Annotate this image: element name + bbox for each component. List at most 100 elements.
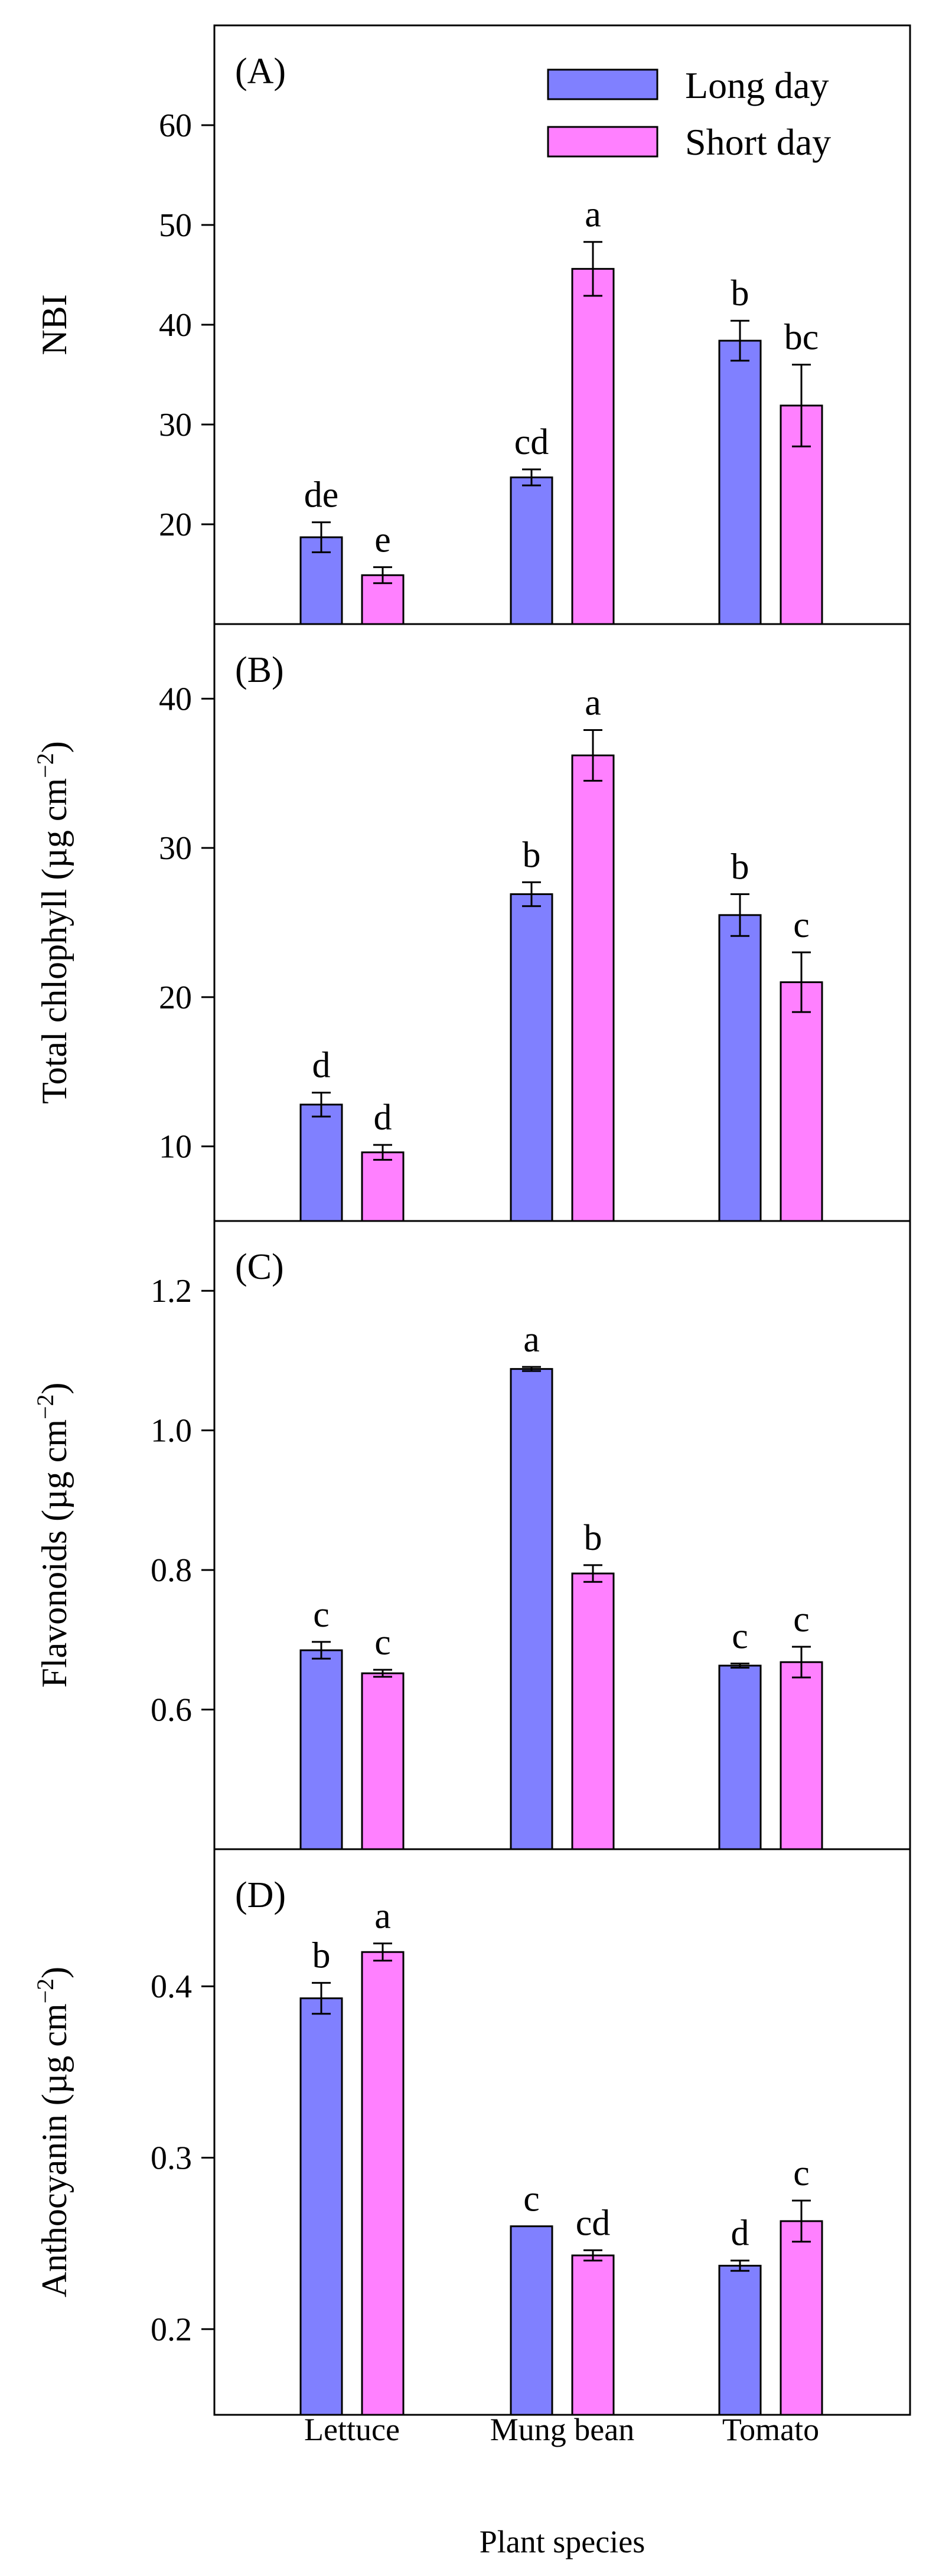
error-bar-long-day-mung-bean [522,1366,541,1372]
significance-letter: c [793,2153,810,2193]
y-tick-label: 20 [159,980,192,1016]
y-axis-title: Anthocyanin (µg cm−2) [32,1967,74,2297]
error-bar-long-day-tomato [731,1663,749,1669]
legend-label-short-day: Short day [685,121,831,163]
error-bar-short-day-tomato [792,2199,811,2243]
error-bar-long-day-tomato [731,2260,749,2272]
error-bar-short-day-tomato [792,364,811,448]
y-tick-label: 40 [159,681,192,717]
error-bar-short-day-mung-bean [583,729,602,782]
category-labels: Lettuce Mung bean Tomato [304,2412,819,2447]
panel-frame [213,1848,911,2416]
significance-letter: b [731,273,749,314]
significance-letter: c [523,2179,540,2219]
chart-panel-2: 10 20 30 40 d b b d a c (B) Total chlophyll (µg cm−… [32,623,911,1222]
category-label-lettuce: Lettuce [304,2412,400,2447]
bar-short-day-tomato [780,981,823,1222]
significance-letter: d [731,2213,749,2254]
bar-long-day-lettuce [299,536,343,625]
category-label-tomato: Tomato [722,2412,819,2447]
significance-letter: a [585,683,601,723]
significance-letter: c [374,1622,391,1663]
significance-letter: cd [514,422,549,462]
y-tick-label: 0.6 [151,1692,192,1729]
error-bar-short-day-lettuce [373,1669,392,1678]
error-bar-short-day-lettuce [373,1144,392,1161]
panel-tag: (A) [235,51,286,92]
y-axis-title: NBI [35,294,74,355]
significance-letter: c [793,905,810,945]
error-bar-short-day-mung-bean [583,241,602,297]
error-bar-long-day-mung-bean [522,881,541,907]
y-tick-label: 0.3 [151,2140,192,2177]
chart-panel-3: 0.6 0.8 1.0 1.2 c a c c b c (C) Flavonoids (µg cm−2… [32,1220,911,1850]
error-bar-short-day-lettuce [373,566,392,585]
y-tick-label: 1.2 [151,1273,192,1310]
y-tick-label: 50 [159,207,192,244]
error-bar-short-day-lettuce [373,1942,392,1962]
significance-letter: a [523,1320,540,1360]
bar-short-day-mung-bean [571,267,615,625]
significance-letter: bc [784,318,819,358]
legend-swatch-short-day [547,126,658,158]
bar-short-day-mung-bean [571,1572,615,1850]
panel-tag: (C) [235,1247,284,1287]
bar-long-day-lettuce [299,1997,343,2416]
error-bar-short-day-tomato [792,951,811,1013]
bar-short-day-tomato [780,1661,823,1850]
significance-letter: d [312,1046,331,1086]
bar-short-day-lettuce [361,1672,405,1850]
significance-letter: b [523,835,541,875]
y-tick-label: 60 [159,107,192,144]
significance-letter: c [732,1617,748,1657]
significance-letter: b [312,1935,331,1976]
error-bar-long-day-tomato [731,319,749,362]
panel-tag: (B) [235,650,284,690]
y-tick-label: 0.4 [151,1968,192,2005]
significance-letter: c [793,1599,810,1640]
error-bar-long-day-lettuce [312,1092,331,1118]
x-axis-title: Plant species [480,2524,645,2559]
y-tick-label: 30 [159,407,192,443]
error-bar-short-day-tomato [792,1645,811,1679]
bar-short-day-lettuce [361,1951,405,2416]
legend: Long day Short day [547,64,831,163]
error-bar-short-day-mung-bean [583,1564,602,1583]
significance-letter: cd [576,2203,611,2243]
y-axis-title: Flavonoids (µg cm−2) [32,1382,74,1687]
y-tick-label: 30 [159,830,192,867]
significance-letter: a [374,1896,391,1937]
significance-letter: a [585,195,601,235]
error-bar-long-day-lettuce [312,521,331,553]
bar-short-day-mung-bean [571,754,615,1222]
significance-letter: c [313,1595,330,1635]
significance-letter: d [374,1098,392,1138]
bar-long-day-tomato [718,339,762,625]
error-bar-long-day-lettuce [312,1641,331,1660]
bar-long-day-mung-bean [510,2225,553,2416]
significance-letter: e [374,520,391,560]
bar-long-day-tomato [718,914,762,1222]
y-tick-label: 40 [159,307,192,344]
bar-long-day-mung-bean [510,893,553,1222]
error-bar-long-day-tomato [731,893,749,937]
legend-swatch-long-day [547,68,658,100]
y-tick-label: 0.8 [151,1552,192,1589]
bar-short-day-tomato [780,2220,823,2416]
significance-letter: b [731,847,749,887]
significance-letter: b [584,1518,602,1558]
y-tick-label: 1.0 [151,1413,192,1449]
chart-panel-1: 20 30 40 50 60 de cd b e a bc (A) NBI [35,24,911,625]
bar-long-day-lettuce [299,1649,343,1850]
bar-long-day-tomato [718,2264,762,2416]
bar-long-day-tomato [718,1664,762,1850]
significance-letter: de [304,475,339,515]
bar-long-day-mung-bean [510,476,553,625]
y-tick-label: 10 [159,1129,192,1165]
error-bar-short-day-mung-bean [583,2249,602,2262]
error-bar-long-day-mung-bean [522,468,541,487]
panel-tag: (D) [235,1875,286,1915]
